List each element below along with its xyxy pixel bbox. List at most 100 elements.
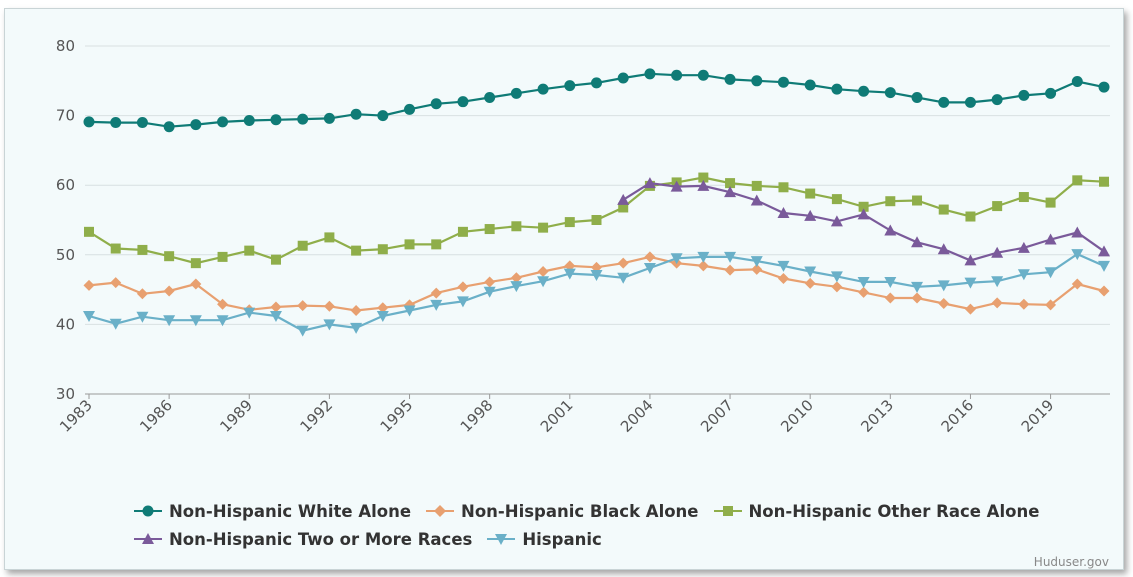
data-point [724, 73, 736, 85]
legend-item-other[interactable]: Non-Hispanic Other Race Alone [713, 502, 1039, 521]
data-point [511, 221, 522, 232]
data-point [457, 226, 468, 237]
data-point [884, 224, 897, 236]
x-tick-label: 1989 [216, 396, 256, 436]
x-tick-label: 2001 [537, 396, 577, 436]
data-point [190, 119, 202, 131]
data-point [750, 194, 763, 206]
x-tick-label: 2010 [777, 396, 817, 436]
series-1 [83, 251, 1110, 316]
data-point [323, 112, 335, 124]
x-tick-label: 2007 [697, 396, 737, 436]
legend-label: Non-Hispanic Two or More Races [169, 529, 473, 549]
data-point [991, 246, 1004, 258]
data-point [643, 177, 656, 189]
data-point [1098, 81, 1110, 93]
data-point [1071, 249, 1084, 261]
data-point [430, 98, 442, 110]
data-point [163, 315, 176, 327]
legend-item-hispanic[interactable]: Hispanic [486, 530, 602, 549]
data-point [431, 239, 442, 250]
data-point [590, 269, 603, 281]
data-point [430, 287, 442, 299]
data-point [804, 277, 816, 289]
data-point [937, 243, 950, 255]
data-point [1071, 75, 1083, 87]
data-point [912, 195, 923, 206]
legend-item-white[interactable]: Non-Hispanic White Alone [133, 502, 411, 521]
data-point [643, 263, 656, 275]
data-point [697, 179, 710, 191]
data-point [831, 194, 842, 205]
data-point [538, 222, 549, 233]
data-point [777, 272, 789, 284]
x-tick-label: 1992 [296, 396, 336, 436]
x-tick-label: 2013 [857, 396, 897, 436]
data-point [617, 193, 630, 205]
data-point [617, 72, 629, 84]
data-point [938, 298, 950, 310]
credit-text: Huduser.gov [1033, 555, 1109, 569]
series-line [622, 181, 1105, 262]
data-point [296, 325, 309, 337]
data-point [563, 268, 576, 280]
data-point [1045, 299, 1057, 311]
data-point [216, 315, 229, 327]
legend-label: Non-Hispanic White Alone [169, 501, 412, 521]
data-point [1017, 269, 1030, 281]
data-point [83, 311, 95, 323]
data-point [884, 276, 897, 288]
data-point [297, 113, 309, 125]
data-point [697, 260, 709, 272]
data-point [964, 277, 977, 289]
data-point [1044, 233, 1057, 245]
data-point [110, 243, 121, 254]
legend-label: Non-Hispanic Black Alone [461, 501, 699, 521]
data-point [617, 272, 630, 284]
data-point [777, 76, 789, 88]
data-point [217, 251, 228, 262]
y-tick-label: 50 [56, 246, 75, 264]
data-point [190, 258, 201, 269]
data-point [136, 288, 148, 300]
data-point [884, 87, 896, 99]
legend-item-two-or-more[interactable]: Non-Hispanic Two or More Races [133, 530, 472, 549]
data-point [457, 96, 469, 108]
chart-container: 30 40 50 60 70 80 1983 1986 1989 1992 1995 1998 2001… [4, 8, 1124, 570]
legend-marker-diamond [426, 505, 455, 517]
data-point [751, 75, 763, 87]
data-point [510, 272, 522, 284]
legend-item-black[interactable]: Non-Hispanic Black Alone [425, 501, 699, 521]
data-point [858, 201, 869, 212]
data-point [324, 232, 335, 243]
data-point [858, 85, 870, 97]
data-point [911, 236, 924, 248]
data-point [270, 114, 282, 126]
data-point [725, 178, 736, 189]
data-point [1098, 245, 1110, 257]
data-point [323, 319, 336, 331]
data-point [830, 271, 843, 283]
series-0 [83, 68, 1110, 133]
data-point [751, 263, 763, 275]
data-point [110, 277, 122, 289]
y-tick-label: 60 [56, 176, 75, 194]
data-point [617, 257, 629, 269]
data-point [777, 260, 790, 272]
data-point [457, 281, 469, 293]
data-point [137, 244, 148, 255]
data-point [804, 209, 817, 221]
data-point [991, 297, 1003, 309]
data-point [991, 94, 1003, 106]
data-point [724, 264, 736, 276]
data-point [243, 307, 256, 319]
data-point [1018, 89, 1030, 101]
data-point [270, 254, 281, 265]
data-point [297, 240, 308, 251]
data-point [350, 108, 362, 120]
data-point [1045, 87, 1057, 99]
data-point [938, 96, 950, 108]
data-point [376, 311, 389, 323]
data-point [670, 253, 683, 265]
data-point [697, 69, 709, 81]
